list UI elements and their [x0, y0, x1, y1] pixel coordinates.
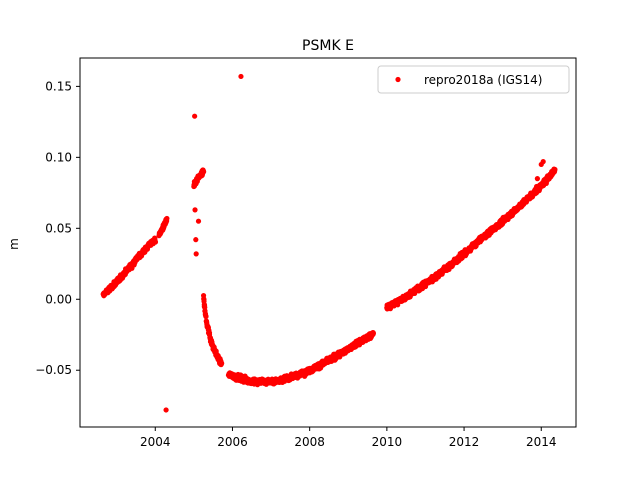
x-tick-label: 2010	[372, 435, 403, 449]
data-point	[203, 314, 209, 320]
data-point	[238, 73, 244, 80]
data-point	[534, 176, 541, 182]
axis-ticks: 2004 2006 2008 2010 2012 2014 −0.05 0.00 0.05 0.1…	[35, 79, 556, 449]
legend-frame	[377, 65, 570, 94]
data-points	[100, 73, 558, 413]
y-tick-label: −0.05	[35, 363, 72, 377]
data-point	[195, 218, 202, 224]
x-tick-label: 2014	[526, 435, 557, 449]
chart-title: PSMK E	[302, 38, 354, 54]
x-tick-label: 2004	[140, 435, 171, 449]
data-point	[540, 159, 546, 165]
data-point	[193, 237, 199, 243]
y-tick-label: 0.05	[45, 221, 72, 235]
data-point	[152, 239, 159, 245]
x-tick-label: 2006	[217, 435, 248, 449]
y-axis-label: m	[7, 238, 21, 250]
data-point	[163, 407, 169, 413]
x-tick-label: 2008	[294, 435, 325, 449]
legend-marker	[395, 76, 401, 83]
data-point	[201, 169, 207, 175]
data-point	[193, 251, 199, 257]
legend-label: repro2018a (IGS14)	[424, 73, 542, 87]
legend: repro2018a (IGS14)	[377, 65, 570, 94]
y-tick-label: 0.00	[45, 292, 72, 306]
plot-area-frame	[79, 57, 577, 428]
data-point	[192, 113, 198, 119]
data-point	[370, 331, 376, 337]
y-tick-label: 0.15	[45, 79, 72, 93]
data-point	[219, 360, 225, 366]
data-point	[164, 215, 170, 222]
y-tick-label: 0.10	[45, 150, 72, 164]
data-point	[192, 207, 198, 213]
x-tick-label: 2012	[449, 435, 480, 449]
data-point	[552, 166, 558, 173]
